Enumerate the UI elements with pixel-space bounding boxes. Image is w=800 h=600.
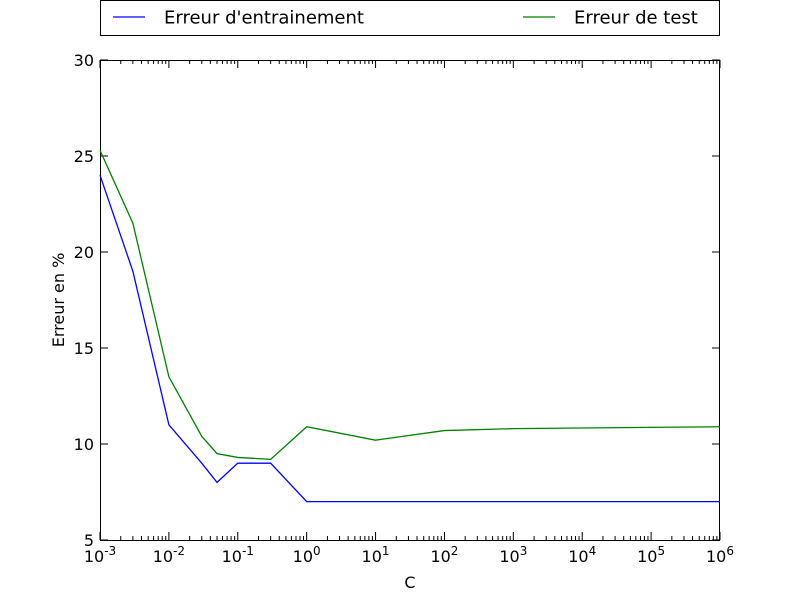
x-tick-label: 10-1 (222, 544, 254, 566)
legend-frame (100, 0, 720, 36)
y-axis-label: Erreur en % (49, 253, 68, 348)
x-tick-label: 103 (499, 544, 527, 566)
x-tick-label: 102 (430, 544, 458, 566)
y-tick-label: 5 (84, 531, 94, 550)
x-tick-label: 101 (362, 544, 390, 566)
x-axis-label: C (404, 573, 415, 592)
legend-label-train: Erreur d'entrainement (164, 8, 364, 29)
y-tick-label: 25 (74, 147, 94, 166)
legend-label-test: Erreur de test (574, 8, 698, 29)
y-tick-label: 15 (74, 339, 94, 358)
x-tick-label: 105 (637, 544, 665, 566)
series-line-test (99, 149, 721, 461)
y-tick-label: 10 (74, 435, 94, 454)
legend: Erreur d'entrainement Erreur de test (100, 0, 720, 36)
x-tick-label: 106 (706, 544, 734, 566)
tick-labels: 10-3 10-2 10-1 100 101 102 103 104 105 106 5 10 15 20… (74, 51, 734, 566)
x-tick-label: 104 (568, 544, 596, 566)
x-tick-label: 100 (293, 544, 321, 566)
plot-area (100, 60, 720, 541)
y-tick-label: 30 (74, 51, 94, 70)
x-tick-label: 10-2 (153, 544, 185, 566)
series-line-train (99, 174, 720, 503)
y-tick-label: 20 (74, 243, 94, 262)
x-tick-label: 10-3 (84, 544, 116, 566)
ticks (99, 59, 721, 541)
series-group (99, 149, 721, 503)
